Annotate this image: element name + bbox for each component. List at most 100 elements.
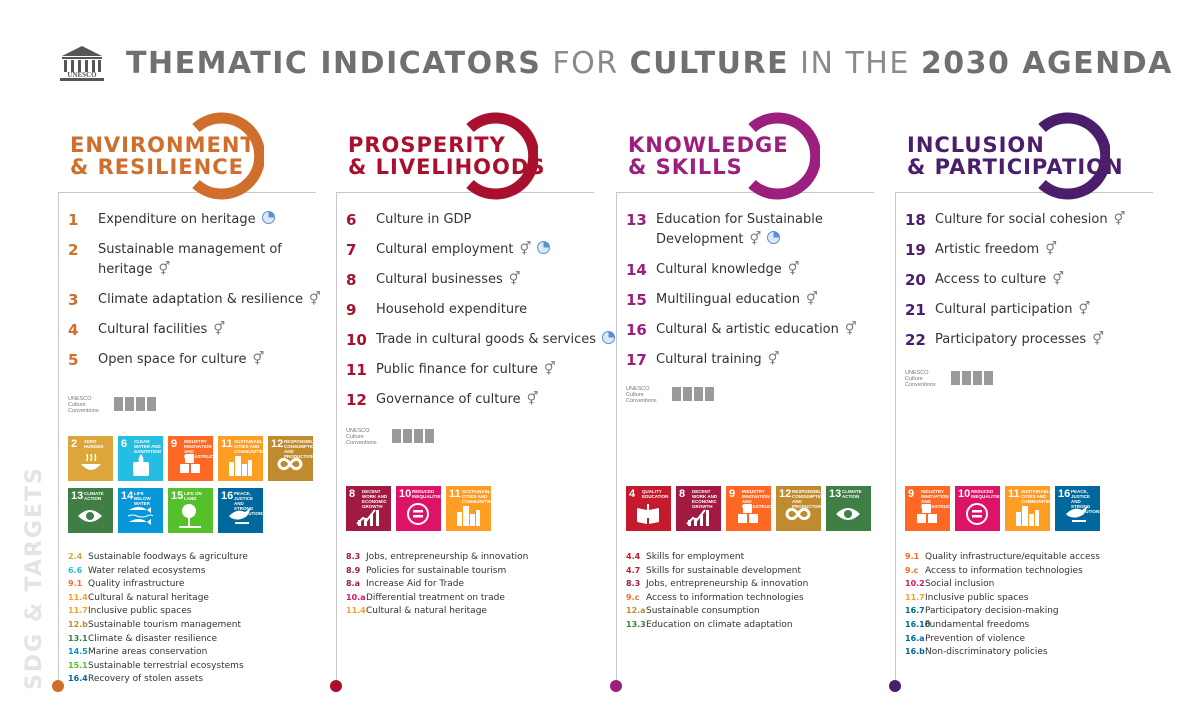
indicator-list: 13 Education for Sustainable Development ⚥…	[626, 210, 896, 380]
indicator-item: 9 Household expenditure	[346, 300, 616, 320]
target-label: Prevention of violence	[925, 633, 1026, 644]
svg-text:UNESCO: UNESCO	[67, 71, 97, 79]
convention-badge-icon	[683, 387, 692, 401]
target-code: 12.b	[68, 619, 88, 629]
target-label: Fundamental freedoms	[925, 619, 1030, 630]
indicator-label: Sustainable management of heritage	[98, 242, 282, 277]
title-part: THEMATIC INDICATORS	[126, 46, 542, 81]
target-item: 16.bNon-discriminatory policies	[905, 645, 1175, 659]
indicator-label: Cultural participation	[935, 302, 1073, 317]
theme-title: INCLUSION & PARTICIPATION	[907, 134, 1124, 178]
sdg-number: 2	[71, 438, 78, 450]
column-rule	[895, 192, 1153, 193]
indicator-label: Cultural training	[656, 352, 762, 367]
city-icon	[457, 506, 480, 526]
sdg-tile-12: 12 Responsible consumption and production	[268, 436, 318, 481]
convention-badge-icon	[705, 387, 714, 401]
gender-icon: ⚥	[519, 242, 532, 257]
target-label: Skills for employment	[646, 552, 745, 562]
theme-title-line: & SKILLS	[628, 155, 743, 179]
sdg-title: Responsible consumption and production	[284, 439, 318, 459]
sdg-title: Climate action	[84, 491, 104, 501]
gender-icon: ⚥	[158, 262, 171, 277]
sdg-title: Sustainable cities and communities	[462, 489, 494, 504]
column-incl: INCLUSION & PARTICIPATION 18 Culture for so…	[889, 110, 1175, 710]
indicator-item: 8 Cultural businesses ⚥	[346, 270, 616, 290]
target-code: 11.4	[346, 606, 366, 616]
column-know: KNOWLEDGE & SKILLS 13 Education for Sustain…	[610, 110, 896, 710]
infinity-icon	[277, 457, 303, 471]
column-divider	[336, 192, 337, 687]
target-item: 14.5Marine areas conservation	[68, 645, 338, 659]
target-item: 12.bSustainable tourism management	[68, 618, 338, 632]
target-item: 11.7Inclusive public spaces	[905, 591, 1175, 605]
indicator-item: 16 Cultural & artistic education ⚥	[626, 320, 896, 340]
chart-icon	[686, 509, 709, 526]
sdg-title: Life below water	[134, 491, 151, 506]
sdg-tile-9: 9 Industry innovation and infrastructure	[905, 486, 963, 531]
sdg-title: Reduced inequalities	[971, 489, 1003, 499]
sdg-title: Sustainable cities and communities	[234, 439, 266, 454]
target-label: Sustainable tourism management	[88, 619, 242, 630]
sdg-title: Zero hunger	[84, 439, 104, 449]
indicator-item: 13 Education for Sustainable Development ⚥	[626, 210, 896, 250]
target-code: 11.7	[905, 592, 925, 602]
data-pie-icon	[537, 241, 551, 254]
convention-badge-icon	[951, 371, 960, 385]
target-code: 8.3	[346, 552, 361, 561]
target-label: Jobs, entrepreneurship & innovation	[646, 579, 809, 590]
target-code: 10.a	[346, 592, 366, 602]
target-list: 4.4 Skills for employment 4.7 Skills for su…	[626, 550, 896, 632]
sdg-number: 8	[679, 488, 686, 500]
indicator-number: 22	[905, 331, 926, 349]
target-label: Sustainable terrestrial ecosystems	[88, 660, 244, 671]
target-item: 4.7 Skills for sustainable development	[626, 564, 896, 578]
target-label: Differential treatment on trade	[366, 592, 505, 603]
target-code: 8.3	[626, 579, 641, 589]
target-item: 13.1Climate & disaster resilience	[68, 632, 338, 646]
gender-icon: ⚥	[309, 292, 321, 307]
target-label: Climate & disaster resilience	[88, 633, 218, 644]
target-code: 9.1	[905, 552, 920, 561]
target-code: 9.c	[905, 565, 919, 575]
sdg-tile-16: 16 Peace, justice and strong institutions	[1055, 486, 1102, 531]
indicator-number: 11	[346, 361, 367, 379]
indicator-number: 6	[346, 211, 357, 229]
column-pros: PROSPERITY & LIVELIHOODS 6 Culture in GDP 7 C…	[330, 110, 616, 710]
target-item: 2.4 Sustainable foodways & agriculture	[68, 550, 338, 564]
city-icon	[1016, 506, 1039, 526]
sdg-title: Quality education	[642, 489, 669, 499]
target-label: Sustainable consumption	[646, 606, 760, 617]
sdg-title: Industry innovation and infrastructure	[742, 489, 784, 509]
theme-title: PROSPERITY & LIVELIHOODS	[348, 134, 545, 178]
indicator-label: Governance of culture	[376, 392, 521, 407]
sdg-number: 11	[221, 438, 233, 450]
sdg-number: 14	[121, 490, 134, 502]
gender-icon: ⚥	[844, 322, 857, 337]
indicator-label: Open space for culture	[98, 352, 247, 367]
sdg-tile-13: 13 Climate action	[826, 486, 871, 531]
target-label: Marine areas conservation	[88, 647, 208, 658]
target-item: 10.2Social inclusion	[905, 577, 1175, 591]
indicator-label: Trade in cultural goods & services	[376, 332, 597, 347]
target-label: Non-discriminatory policies	[925, 647, 1048, 658]
target-label: Quality infrastructure/equitable access	[925, 552, 1100, 562]
target-code: 16.7	[905, 606, 925, 616]
sdg-tile-8: 8 Decent work and economic growth	[346, 486, 391, 531]
convention-badge-icon	[672, 387, 681, 401]
target-code: 9.c	[626, 592, 640, 602]
gender-icon: ⚥	[1092, 332, 1104, 347]
indicator-number: 18	[905, 211, 926, 229]
gender-icon: ⚥	[749, 232, 762, 247]
indicator-label: Multilingual education	[656, 292, 800, 307]
data-pie-icon	[602, 331, 616, 344]
conventions-label: UNESCO Culture Conventions	[68, 396, 99, 414]
indicator-number: 2	[68, 241, 79, 259]
column-rule	[336, 192, 594, 193]
sdg-number: 11	[449, 488, 461, 500]
indicator-number: 15	[626, 291, 647, 309]
sdg-number: 9	[908, 488, 915, 500]
theme-title: KNOWLEDGE & SKILLS	[628, 134, 789, 178]
sdg-number: 6	[121, 438, 128, 450]
sdg-number: 12	[271, 438, 284, 450]
